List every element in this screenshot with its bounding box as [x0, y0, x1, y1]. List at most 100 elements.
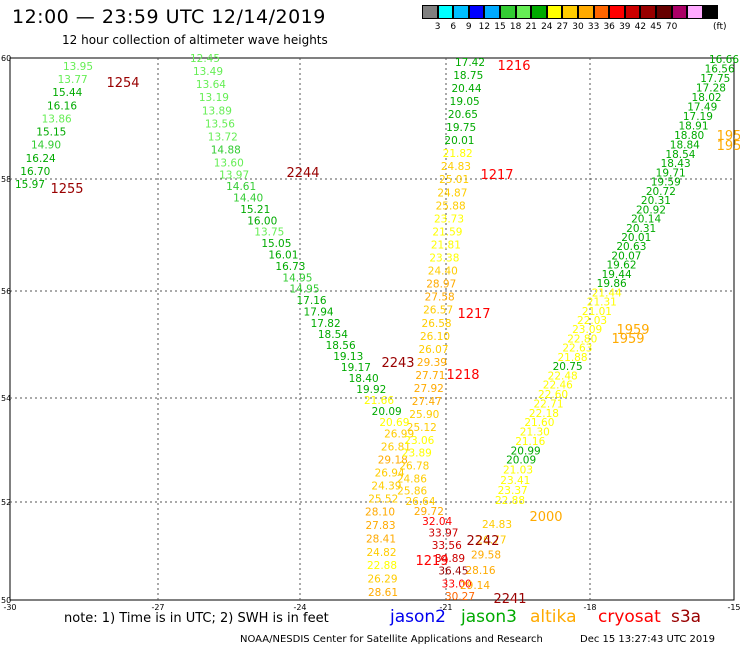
wave-height-value: 18.40: [349, 373, 379, 385]
color-swatch: [624, 5, 641, 19]
pass-time-label: 2241: [493, 592, 526, 607]
wave-height-value: 21.82: [443, 148, 473, 160]
color-scale-label: 9: [465, 22, 472, 32]
pass-time-label: 1218: [446, 368, 479, 383]
wave-height-value: 25.01: [439, 174, 469, 186]
wave-height-value: 36.45: [438, 566, 468, 578]
wave-height-value: 33.97: [428, 527, 458, 539]
wave-height-value: 24.83: [441, 161, 471, 173]
color-swatch: [687, 5, 703, 19]
wave-height-value: 20.44: [451, 83, 481, 95]
wave-height-value: 22.88: [495, 495, 525, 507]
pass-time-label: 1254: [106, 76, 139, 91]
wave-height-value: 22.48: [548, 370, 578, 382]
wave-height-value: 29.18: [378, 455, 408, 467]
wave-height-value: 27.71: [415, 370, 445, 382]
wave-height-value: 22.60: [538, 389, 568, 401]
wave-height-value: 25.86: [397, 486, 427, 498]
color-scale-label: 21: [525, 22, 537, 32]
wave-height-value: 16.66: [709, 54, 739, 66]
wave-height-value: 26.99: [384, 429, 414, 441]
wave-height-value: 17.19: [683, 111, 713, 123]
wave-height-value: 26.58: [422, 318, 452, 330]
wave-height-value: 13.95: [63, 61, 93, 73]
lon-tick-label: -24: [293, 603, 306, 612]
wave-height-value: 27.92: [414, 383, 444, 395]
wave-height-value: 21.31: [587, 297, 617, 309]
wave-height-value: 17.49: [687, 101, 717, 113]
wave-height-value: 23.89: [402, 448, 432, 460]
wave-height-value: 15.97: [15, 179, 45, 191]
lat-tick-label: 60: [1, 54, 11, 63]
wave-height-value: 17.42: [455, 57, 485, 69]
wave-height-value: 24.87: [437, 187, 467, 199]
wave-height-value: 29.58: [471, 550, 501, 562]
wave-height-value: 13.86: [42, 113, 72, 125]
color-swatch: [640, 5, 656, 19]
wave-height-value: 20.69: [379, 417, 409, 429]
wave-height-value: 24.86: [397, 473, 427, 485]
wave-height-value: 21.30: [520, 427, 550, 439]
credit-line: NOAA/NESDIS Center for Satellite Applica…: [240, 634, 543, 645]
lat-tick-label: 58: [1, 175, 11, 184]
wave-height-value: 14.95: [282, 272, 312, 284]
wave-height-value: 21.44: [592, 287, 622, 299]
wave-height-value: 19.05: [450, 96, 480, 108]
wave-height-value: 21.66: [364, 395, 394, 407]
wave-height-value: 16.01: [268, 249, 298, 261]
wave-height-value: 20.63: [616, 241, 646, 253]
lon-tick-label: -15: [727, 603, 740, 612]
wave-height-value: 13.19: [199, 92, 229, 104]
wave-height-value: 26.10: [420, 331, 450, 343]
wave-height-value: 23.06: [404, 435, 434, 447]
color-scale-label: 30: [572, 22, 584, 32]
wave-height-value: 22.63: [562, 343, 592, 355]
wave-height-value: 17.82: [311, 318, 341, 330]
color-swatch: [468, 5, 485, 19]
wave-height-value: 17.94: [304, 307, 334, 319]
pass-time-label: 2244: [286, 166, 319, 181]
color-scale-label: 15: [494, 22, 506, 32]
wave-height-value: 19.92: [356, 384, 386, 396]
wave-height-value: 26.07: [418, 344, 448, 356]
wave-height-value: 25.88: [436, 200, 466, 212]
color-swatch: [593, 5, 610, 19]
wave-height-value: 33.00: [442, 578, 472, 590]
wave-height-value: 14.90: [31, 140, 61, 152]
wave-height-value: 29.72: [414, 506, 444, 518]
wave-height-value: 24.40: [428, 266, 458, 278]
pass-time-label: 1219: [415, 554, 448, 569]
pass-time-label: 2242: [466, 534, 499, 549]
wave-height-value: 15.44: [52, 87, 82, 99]
wave-height-value: 24.83: [482, 519, 512, 531]
wave-height-value: 28.97: [426, 279, 456, 291]
map-title: 12:00 — 23:59 UTC 12/14/2019: [12, 6, 326, 28]
pass-time-label: 1217: [457, 307, 490, 322]
wave-height-value: 14.95: [289, 284, 319, 296]
wave-height-value: 26.94: [375, 468, 405, 480]
wave-height-value: 24.82: [366, 547, 396, 559]
wave-height-value: 21.59: [432, 226, 462, 238]
color-swatch: [546, 5, 563, 19]
map-frame: [9, 57, 735, 601]
color-swatch: [515, 5, 532, 19]
wave-height-value: 24.39: [371, 481, 401, 493]
wave-height-value: 26.57: [423, 305, 453, 317]
wave-height-value: 19.71: [656, 167, 686, 179]
pass-time-label: 2000: [529, 510, 562, 525]
color-swatch: [453, 5, 469, 19]
pass-time-label: 1959: [616, 323, 649, 338]
wave-height-value: 22.03: [577, 315, 607, 327]
wave-height-value: 16.70: [20, 166, 50, 178]
wave-height-value: 20.09: [372, 406, 402, 418]
wave-height-value: 17.75: [700, 73, 730, 85]
wave-height-value: 26.77: [476, 534, 506, 546]
footer-note: note: 1) Time is in UTC; 2) SWH is in fe…: [64, 611, 329, 626]
wave-height-value: 18.84: [670, 139, 700, 151]
wave-height-value: 20.14: [631, 214, 661, 226]
wave-height-value: 14.61: [226, 181, 256, 193]
wave-height-value: 19.59: [651, 177, 681, 189]
wave-height-value: 21.16: [515, 436, 545, 448]
color-swatch: [671, 5, 688, 19]
